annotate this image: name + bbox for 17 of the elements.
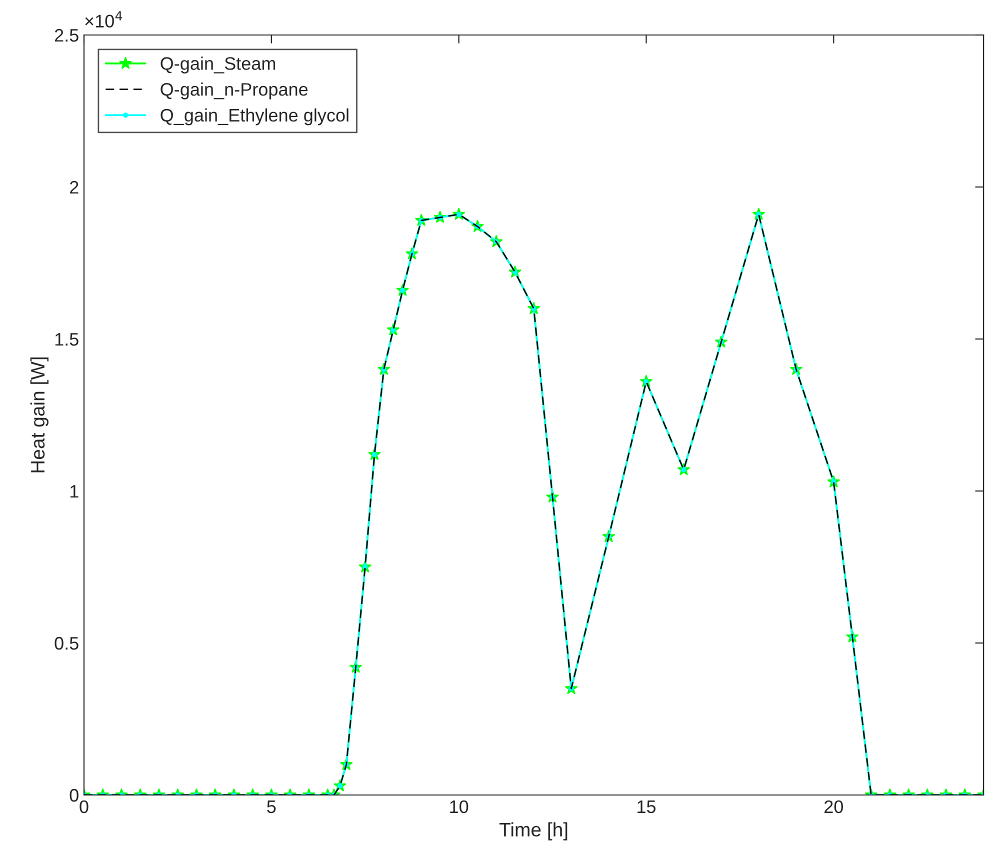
text: ×10$^{4}$	[85, 11, 122, 28]
legend-label: Q_gain_Ethylene glycol	[160, 108, 348, 126]
x-tick-label: 10	[450, 800, 468, 814]
y-tick-label: 2	[70, 180, 78, 194]
y-tick-label: 0	[70, 788, 78, 802]
y-tick-label: 2.5	[54, 28, 78, 42]
y-tick-label: 1.5	[55, 333, 78, 346]
x-tick-label: 0	[80, 800, 88, 814]
legend-label: Q-gain_Steam	[160, 56, 276, 74]
y-tick-label: 0.5	[54, 636, 78, 650]
y-axis-title: Heat gain [W]	[30, 357, 48, 472]
x-axis-title: Time [h]	[499, 822, 568, 840]
x-tick-label: 5	[267, 800, 276, 814]
legend-label: Q-gain_n-Propane	[160, 82, 308, 100]
x-tick-label: 20	[824, 800, 843, 814]
y-tick-label: 1	[70, 485, 78, 498]
x-tick-label: 15	[638, 800, 656, 814]
